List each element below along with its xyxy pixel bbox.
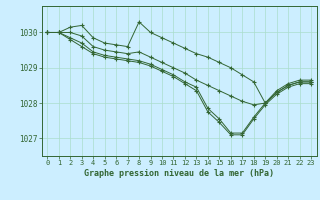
X-axis label: Graphe pression niveau de la mer (hPa): Graphe pression niveau de la mer (hPa) [84,169,274,178]
